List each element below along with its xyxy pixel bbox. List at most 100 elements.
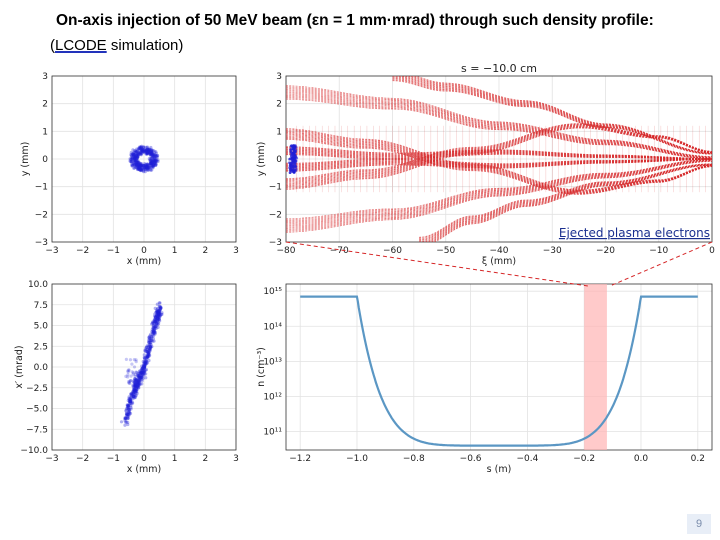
- phase-particle: [138, 375, 143, 379]
- beam-particle: [136, 152, 141, 156]
- phase-particle: [156, 314, 160, 319]
- phase-particle: [126, 417, 130, 421]
- beam-particle: [134, 154, 138, 158]
- beam-particle: [154, 159, 159, 163]
- phase-particle: [135, 370, 139, 375]
- beam-particle: [130, 153, 134, 158]
- y-tick-label: 0.0: [34, 363, 49, 373]
- phase-particle: [144, 376, 148, 380]
- beam-particle: [130, 163, 134, 167]
- phase-particle: [151, 330, 155, 334]
- beam-particle: [152, 155, 156, 159]
- beam-particle: [133, 154, 137, 158]
- phase-particle: [148, 347, 152, 351]
- beam-particle: [149, 153, 154, 157]
- beam-particle: [140, 162, 144, 166]
- phase-particle: [137, 380, 141, 385]
- phase-particle: [135, 381, 139, 385]
- phase-particle: [158, 319, 162, 323]
- beam-particle: [138, 164, 142, 169]
- lcode-link[interactable]: LCODE: [55, 37, 107, 54]
- y-tick-label: 1: [42, 127, 48, 137]
- phase-particle: [154, 322, 158, 326]
- phase-particle: [150, 344, 154, 349]
- phase-particle: [137, 375, 142, 379]
- beam-particle: [135, 158, 139, 162]
- phase-particle: [139, 371, 144, 375]
- beam-particle: [130, 164, 134, 168]
- beam-particle: [137, 146, 141, 150]
- beam-particle: [151, 165, 155, 169]
- phase-particle: [138, 377, 142, 381]
- beam-particle: [130, 152, 134, 157]
- phase-particle: [142, 370, 146, 374]
- beam-particle: [289, 161, 293, 165]
- phase-particle: [132, 385, 136, 389]
- phase-particle: [141, 372, 145, 377]
- beam-particle: [145, 149, 149, 153]
- phase-particle: [147, 340, 151, 344]
- beam-particle: [145, 148, 149, 153]
- phase-particle: [133, 381, 137, 386]
- beam-particle: [153, 158, 157, 162]
- phase-particle: [135, 382, 140, 386]
- phase-particle: [131, 395, 136, 399]
- beam-particle: [131, 161, 135, 165]
- phase-particle: [129, 392, 133, 396]
- y-tick-label: 10¹⁵: [263, 287, 282, 297]
- beam-particle: [135, 162, 139, 167]
- beam-particle: [140, 147, 144, 151]
- phase-particle: [154, 318, 158, 322]
- beam-particle: [140, 167, 144, 172]
- beam-particle: [134, 165, 138, 169]
- beam-particle: [153, 153, 157, 157]
- beam-particle: [136, 152, 140, 156]
- phase-particle: [142, 360, 146, 364]
- beam-particle: [137, 166, 141, 170]
- phase-particle: [152, 331, 156, 335]
- beam-particle: [145, 165, 149, 170]
- beam-particle: [289, 165, 293, 169]
- phase-particle: [159, 306, 163, 310]
- phase-particle: [137, 382, 141, 386]
- phase-particle: [133, 386, 137, 390]
- beam-particle: [140, 148, 144, 153]
- phase-particle: [135, 385, 139, 389]
- phase-particle: [148, 339, 152, 343]
- beam-particle: [151, 152, 155, 156]
- x-tick-label: 2: [202, 246, 208, 256]
- beam-particle: [139, 168, 143, 173]
- phase-particle: [150, 328, 154, 332]
- beam-particle: [149, 149, 153, 153]
- phase-particle: [156, 312, 160, 316]
- phase-particle: [150, 339, 154, 343]
- phase-particle: [158, 308, 162, 312]
- phase-particle: [154, 314, 158, 318]
- beam-particle: [149, 149, 154, 154]
- phase-particle: [154, 319, 158, 323]
- x-tick-label: 3: [233, 246, 239, 256]
- beam-particle: [144, 148, 148, 152]
- beam-particle: [129, 160, 133, 164]
- phase-particle: [131, 371, 136, 375]
- phase-particle: [132, 388, 136, 392]
- phase-particle: [124, 416, 128, 421]
- phase-particle: [153, 332, 157, 336]
- phase-particle: [134, 378, 139, 382]
- electron-trajectory: [286, 91, 712, 158]
- phase-particle: [134, 390, 138, 394]
- beam-particle: [292, 169, 296, 173]
- phase-particle: [136, 385, 141, 390]
- beam-particle: [129, 157, 133, 162]
- beam-particle: [153, 153, 157, 157]
- beam-particle: [152, 150, 157, 154]
- beam-particle: [136, 147, 141, 151]
- phase-particle: [152, 329, 157, 334]
- phase-particle: [128, 411, 133, 416]
- beam-particle: [141, 168, 146, 173]
- phase-particle: [154, 326, 158, 331]
- beam-particle: [151, 164, 155, 168]
- phase-particle: [130, 400, 134, 404]
- phase-particle: [147, 340, 151, 344]
- phase-particle: [126, 412, 130, 416]
